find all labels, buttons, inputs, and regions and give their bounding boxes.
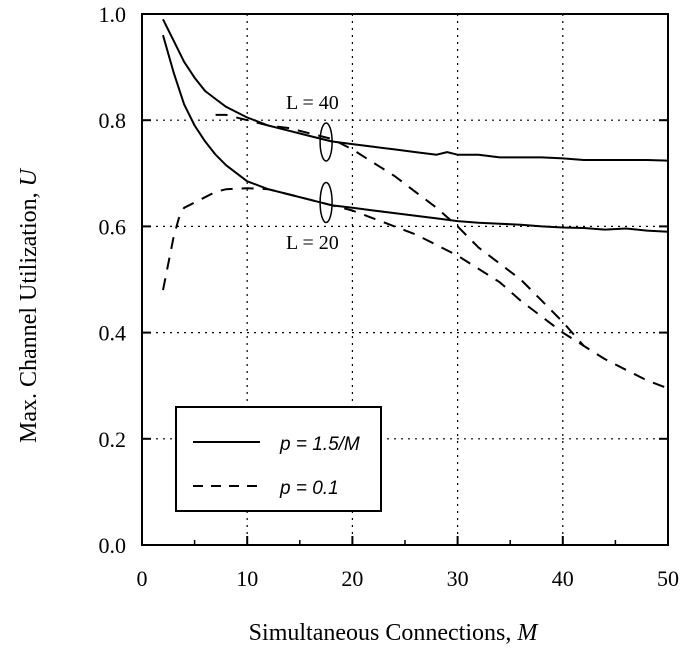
axis-ticks: 0 10 20 30 40 50 0.0 0.2 0.4 0.6 0.8 1.0	[99, 2, 680, 591]
annotation-l40: L = 40	[286, 92, 339, 114]
x-tick-label: 0	[137, 566, 148, 591]
x-tick-label: 20	[341, 566, 363, 591]
series-line-solid-l40	[162, 18, 669, 162]
annotations: L = 40 L = 20	[286, 92, 339, 254]
y-tick-label: 1.0	[99, 2, 127, 27]
x-axis-label: Simultaneous Connections, M	[249, 620, 540, 646]
x-tick-label: 10	[236, 566, 258, 591]
series-lines	[162, 18, 669, 390]
legend-label-dashed: p = 0.1	[279, 478, 339, 499]
y-axis-label: Max. Channel Utilization, U	[16, 167, 42, 443]
group-ellipse-l20	[319, 181, 333, 224]
series-line-solid-l20	[162, 34, 669, 233]
y-tick-label: 0.4	[99, 321, 127, 346]
x-tick-label: 30	[447, 566, 469, 591]
y-tick-label: 0.6	[99, 214, 127, 239]
annotation-l20: L = 20	[286, 232, 339, 254]
series-line-dashed-l20	[162, 187, 669, 390]
legend: p = 1.5/M p = 0.1	[175, 406, 382, 512]
legend-box	[175, 406, 382, 512]
x-tick-label: 50	[657, 566, 679, 591]
y-tick-label: 0.2	[99, 427, 127, 452]
legend-label-solid: p = 1.5/M	[279, 434, 360, 455]
y-tick-label: 0.8	[99, 108, 127, 133]
y-tick-label: 0.0	[99, 533, 127, 558]
series-line-dashed-l40	[215, 113, 585, 347]
group-ellipse-l40	[319, 122, 333, 162]
x-tick-label: 40	[552, 566, 574, 591]
